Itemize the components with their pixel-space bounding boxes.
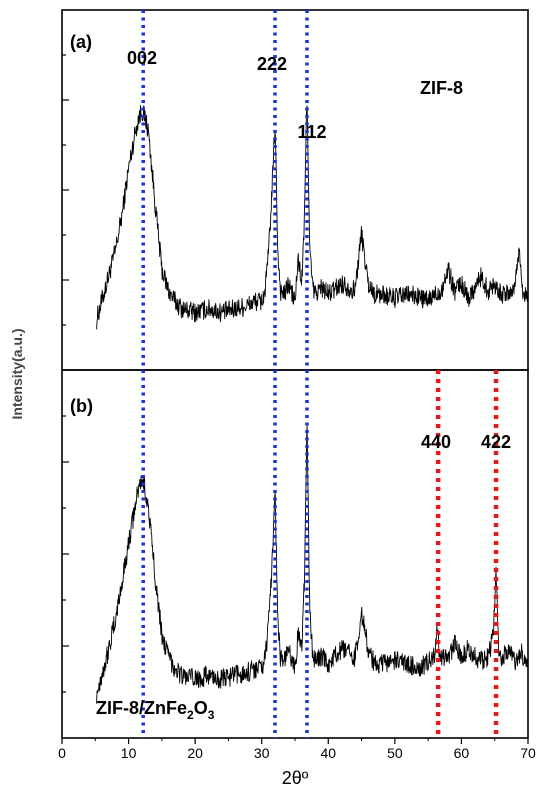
- sample-name-b-part: ZIF-8/ZnFe: [96, 698, 187, 718]
- xrd-trace-b: [96, 425, 529, 704]
- sample-name-a: ZIF-8: [420, 78, 463, 98]
- peak-label-422: 422: [481, 432, 511, 452]
- x-tick-label: 60: [454, 745, 470, 761]
- sample-name-b: ZIF-8/ZnFe2O3: [96, 698, 215, 722]
- panel-label-a: (a): [70, 32, 92, 52]
- labels-layer: (a) (b) ZIF-8 ZIF-8/ZnFe2O3 002 222 112 440 422: [70, 32, 511, 722]
- sample-name-b-part: O: [194, 698, 208, 718]
- sample-name-b-subscript: 2: [187, 708, 194, 722]
- peak-label-222: 222: [257, 54, 287, 74]
- y-axis-title: Intensity(a.u.): [9, 328, 25, 419]
- x-axis-title: 2θº: [282, 768, 309, 788]
- series-layer: [96, 105, 529, 704]
- xrd-trace-a: [96, 105, 528, 330]
- reference-lines: [141, 10, 499, 738]
- peak-label-002: 002: [127, 48, 157, 68]
- peak-label-440: 440: [421, 432, 451, 452]
- x-tick-label: 40: [320, 745, 336, 761]
- x-tick-label: 10: [121, 745, 137, 761]
- panel-label-b: (b): [70, 396, 93, 416]
- x-tick-label: 30: [254, 745, 270, 761]
- x-tick-label: 70: [520, 745, 536, 761]
- sample-name-b-subscript: 3: [208, 708, 215, 722]
- x-tick-label: 50: [387, 745, 403, 761]
- peak-label-112: 112: [297, 122, 326, 142]
- axes-layer: 0 10 20 30 40 50 60 70 2θº Intensity(a.u.): [9, 9, 536, 788]
- x-tick-label: 20: [187, 745, 203, 761]
- x-tick-label: 0: [58, 745, 66, 761]
- panel-frame-b: [61, 369, 529, 739]
